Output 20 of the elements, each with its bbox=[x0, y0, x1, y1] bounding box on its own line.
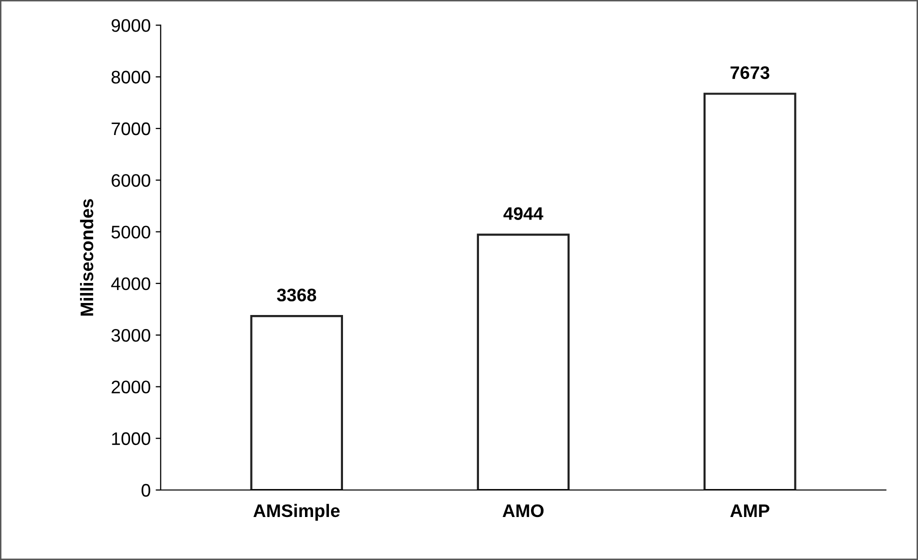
x-tick-label: AMSimple bbox=[253, 504, 340, 521]
y-tick-label: 9000 bbox=[112, 19, 150, 32]
y-tick-label: 7000 bbox=[112, 122, 150, 136]
y-axis-title: Millisecondes bbox=[80, 199, 94, 316]
bar bbox=[250, 315, 343, 490]
y-tick-label: 5000 bbox=[111, 226, 150, 238]
data-label: 3368 bbox=[276, 288, 316, 302]
y-tick-label: 2000 bbox=[112, 380, 150, 394]
y-tick-label: 4000 bbox=[111, 277, 150, 290]
x-tick-label: AMP bbox=[730, 504, 770, 517]
y-tick-label: 0 bbox=[142, 484, 150, 497]
y-tick-label: 6000 bbox=[112, 174, 150, 187]
bar bbox=[476, 234, 570, 490]
x-tick-label: AMO bbox=[502, 504, 544, 518]
y-tick-label: 8000 bbox=[112, 70, 150, 84]
bar bbox=[704, 92, 796, 490]
data-label: 7673 bbox=[730, 66, 770, 80]
y-tick-label: 1000 bbox=[112, 432, 150, 446]
y-tick-label: 3000 bbox=[111, 329, 150, 342]
data-label: 4944 bbox=[503, 207, 544, 220]
